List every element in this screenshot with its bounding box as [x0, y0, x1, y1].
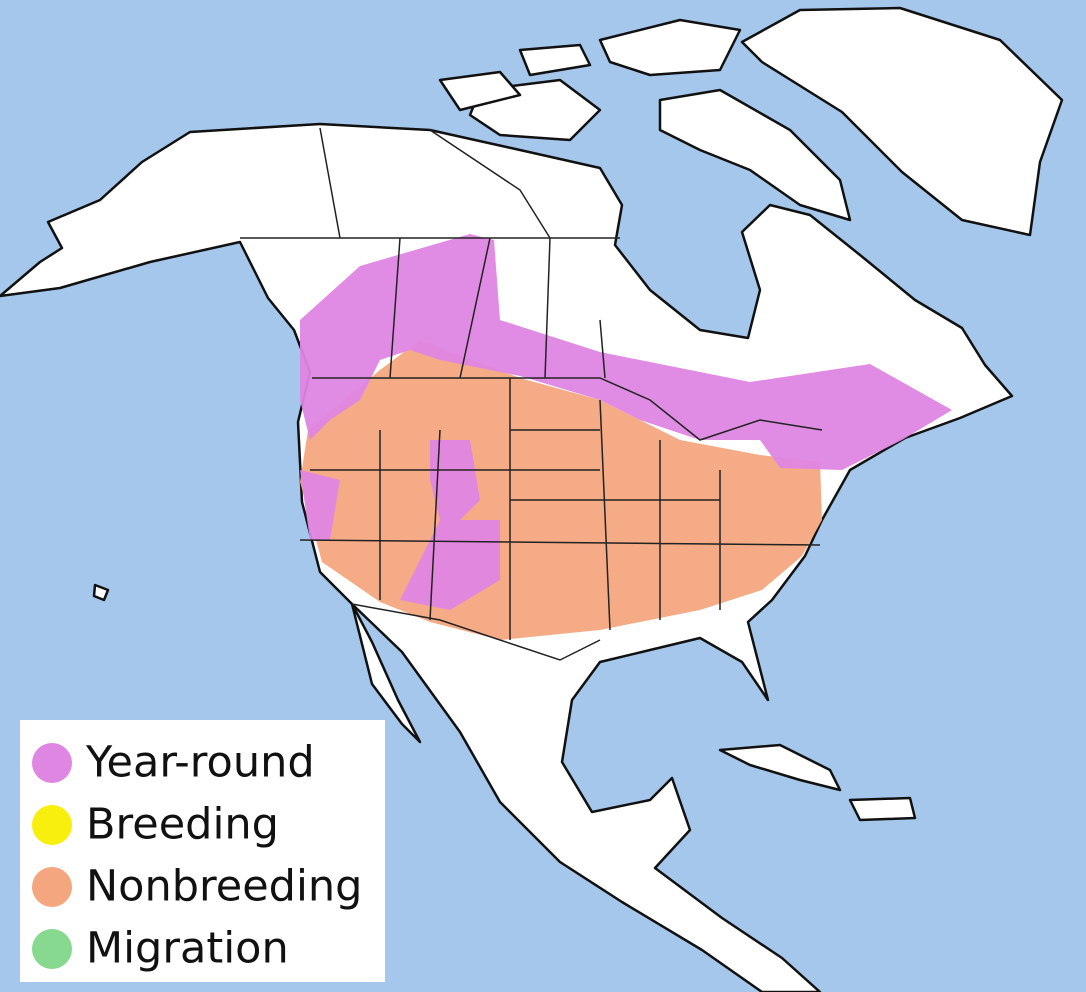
us-mexico-border	[351, 603, 601, 661]
state-border	[299, 378, 821, 640]
arctic-island	[598, 18, 742, 77]
year-round-range	[300, 440, 500, 610]
legend-swatch	[32, 929, 72, 969]
hawaii	[92, 583, 110, 602]
year-round-range	[300, 234, 952, 470]
legend-label: Year-round	[85, 738, 315, 788]
legend: Year-round Breeding Nonbreeding Migration	[20, 720, 385, 982]
hispaniola	[848, 796, 917, 822]
legend-label: Breeding	[86, 800, 279, 850]
legend-swatch	[32, 805, 72, 845]
range	[300, 234, 952, 640]
legend-box	[20, 720, 385, 982]
arctic-island	[438, 70, 522, 112]
legend-label: Nonbreeding	[86, 862, 362, 912]
borders	[240, 127, 823, 661]
legend-swatch	[32, 743, 72, 783]
cuba	[718, 743, 842, 792]
legend-swatch	[32, 867, 72, 907]
us-canada-border	[312, 377, 823, 441]
baffin-island	[658, 88, 852, 222]
legend-label: Migration	[86, 924, 289, 974]
greenland	[740, 6, 1064, 237]
province-border	[240, 127, 620, 379]
baja-california	[350, 602, 422, 744]
arctic-island	[518, 43, 592, 77]
legend-items: Year-round Breeding Nonbreeding Migration	[32, 738, 362, 974]
